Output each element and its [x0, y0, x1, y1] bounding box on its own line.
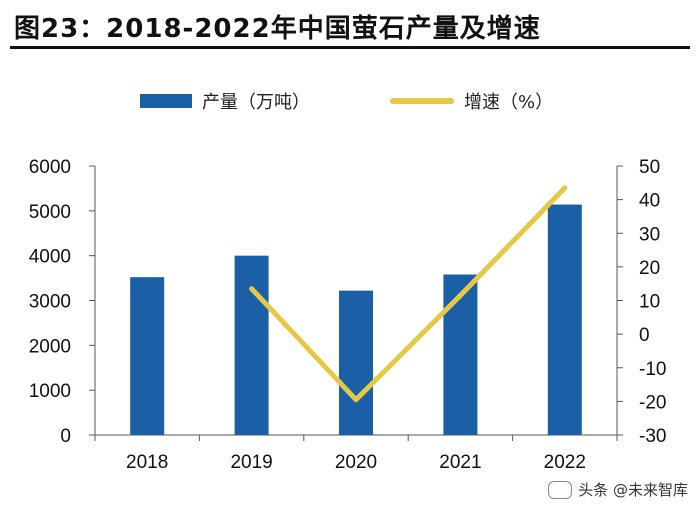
growth-rate-point: [251, 288, 253, 290]
growth-rate-point: [355, 399, 357, 401]
right-axis-tick-label: 40: [639, 191, 660, 212]
right-axis-tick-label: 50: [639, 157, 660, 178]
legend-item-growth: 增速（%）: [390, 88, 553, 114]
right-axis-tick-label: 20: [639, 258, 660, 279]
production-bar: [547, 204, 582, 435]
legend-label-production: 产量（万吨）: [202, 92, 310, 113]
left-axis-tick-label: 2000: [29, 336, 71, 357]
right-axis-tick-label: -20: [639, 392, 666, 413]
production-bar: [443, 274, 478, 435]
left-axis-tick-label: 6000: [29, 157, 71, 178]
watermark-text: 头条 @未来智库: [578, 481, 688, 499]
left-axis-tick-label: 4000: [29, 247, 71, 268]
right-axis-tick-label: 30: [639, 224, 660, 245]
left-axis-tick-label: 1000: [29, 381, 71, 402]
production-bar: [234, 255, 269, 435]
right-axis-tick-label: -30: [639, 426, 666, 447]
watermark: 头条 @未来智库: [548, 479, 688, 500]
legend-label-growth: 增速（%）: [464, 92, 554, 113]
right-axis-tick-label: 0: [639, 325, 650, 346]
left-axis-tick-label: 5000: [29, 202, 71, 223]
x-axis-tick-label: 2022: [544, 452, 586, 473]
production-bar: [339, 290, 373, 435]
x-axis-tick-label: 2018: [126, 452, 168, 473]
legend-swatch-bar: [140, 94, 192, 108]
production-bar: [130, 277, 165, 435]
growth-rate-line: [249, 185, 568, 403]
page-title: 图23：2018-2022年中国萤石产量及增速: [14, 14, 541, 44]
x-axis-tick-label: 2019: [230, 452, 272, 473]
right-axis-tick-label: -10: [639, 359, 666, 380]
legend-item-production: 产量（万吨）: [140, 88, 310, 114]
left-axis-tick-label: 3000: [29, 292, 71, 313]
x-axis-tick-label: 2020: [335, 452, 377, 473]
left-axis-tick-label: 0: [60, 426, 71, 447]
right-axis-tick-label: 10: [639, 292, 660, 313]
growth-rate-point: [564, 187, 566, 189]
x-axis-tick-label: 2021: [439, 452, 481, 473]
title-divider: [10, 46, 690, 49]
legend-swatch-line: [390, 98, 454, 104]
watermark-logo-icon: [548, 480, 573, 499]
growth-rate-point: [459, 294, 461, 296]
chart-legend: 产量（万吨） 增速（%）: [0, 88, 700, 118]
